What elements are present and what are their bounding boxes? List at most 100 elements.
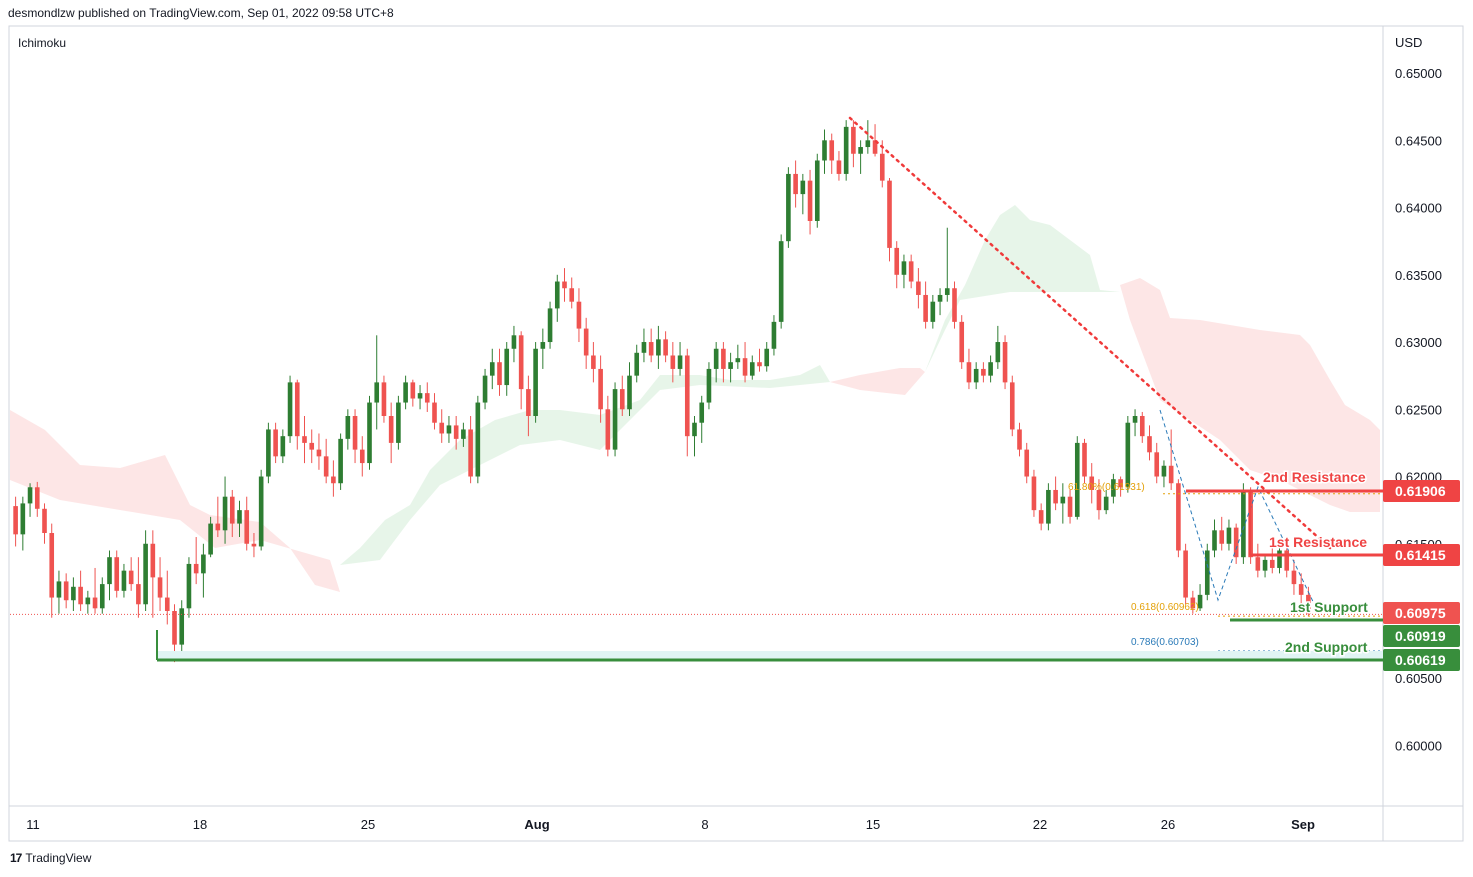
y-tick-label: 0.60000 [1395, 738, 1442, 753]
candle-body [634, 352, 640, 376]
candle-body [71, 586, 76, 601]
candle-body [822, 140, 827, 161]
footer-brand[interactable]: 17 TradingView [10, 851, 91, 865]
candle-body [128, 570, 134, 585]
candle-body [446, 425, 452, 434]
candle-body [497, 362, 502, 386]
candle-body [468, 429, 473, 477]
x-tick-label: 15 [866, 817, 880, 832]
candle-body [930, 301, 936, 322]
candle-body [453, 425, 459, 439]
candle-body [728, 362, 733, 369]
candle-body [916, 281, 921, 295]
kumo-bull-right [925, 205, 1120, 372]
candle-body [793, 173, 798, 195]
time-axis: 11 18 25 Aug 8 15 22 26 Sep [26, 817, 1315, 832]
candle-body [157, 577, 163, 598]
x-tick-label: 26 [1161, 817, 1175, 832]
candle-body [944, 288, 950, 295]
candle-body [713, 348, 719, 369]
candle-body [49, 533, 55, 598]
candle-body [1168, 465, 1174, 484]
candle-body [641, 342, 647, 353]
candle-body [27, 487, 33, 504]
candle-body [547, 308, 553, 343]
candle-body [302, 436, 307, 443]
candle-body [619, 389, 625, 410]
y-tick-label: 0.63500 [1395, 268, 1442, 283]
candle-body [670, 355, 676, 369]
chart-overlays: 61.80%(0.61931) 0.618(0.60962) 0.786(0.607… [10, 116, 1383, 662]
candle-body [410, 382, 416, 399]
candle-body [981, 368, 986, 376]
fib-swing-line [1159, 409, 1319, 613]
candle-body [569, 288, 575, 302]
candle-body [872, 140, 878, 154]
kumo-bear-middle [830, 368, 925, 395]
candle-body [908, 261, 914, 282]
candle-body [901, 261, 907, 275]
candle-body [1277, 550, 1282, 568]
candle-body [136, 584, 141, 605]
candle-body [518, 335, 524, 390]
candle-body [352, 416, 358, 450]
candle-body [988, 362, 993, 376]
candle-body [1291, 570, 1297, 585]
candle-body [1298, 584, 1304, 595]
candle-body [1226, 527, 1232, 544]
candle-body [757, 362, 762, 367]
candle-body [1139, 416, 1145, 437]
candle-body [764, 348, 770, 367]
candle-body [193, 563, 199, 574]
candle-body [591, 355, 596, 369]
candle-body [1096, 489, 1102, 511]
candle-body [172, 611, 177, 645]
kumo-bull-middle [340, 365, 830, 565]
candle-body [1262, 559, 1268, 571]
candle-body [237, 510, 242, 524]
candle-body [424, 393, 430, 403]
candle-body [143, 543, 148, 605]
candle-body [526, 389, 531, 416]
candle-body [287, 382, 293, 437]
candle-body [215, 523, 221, 531]
candle-body [164, 597, 170, 611]
candle-body [266, 429, 271, 477]
x-tick-label: 22 [1033, 817, 1047, 832]
x-tick-label: Aug [524, 817, 549, 832]
level-label-1st-resistance: 1st Resistance [1269, 534, 1367, 550]
fib-618-label: 0.618(0.60962) [1131, 602, 1199, 613]
candle-body [598, 368, 603, 410]
candle-body [417, 393, 423, 399]
price-axis: 0.65000 0.64500 0.64000 0.63500 0.63000 0.625… [1395, 66, 1442, 753]
price-tag-last-bg [1383, 602, 1460, 624]
candle-body [1002, 342, 1008, 383]
level-label-1st-support: 1st Support [1290, 599, 1368, 615]
candle-body [1009, 382, 1015, 430]
candle-body [540, 342, 546, 349]
fib-786-label: 0.786(0.60703) [1131, 637, 1199, 648]
price-tag-1st-support-bg [1383, 625, 1460, 647]
candle-body [316, 449, 322, 457]
support-zone-band [157, 651, 1383, 660]
candle-body [1204, 550, 1210, 595]
candlestick-series [13, 120, 1311, 663]
candle-body [1233, 527, 1239, 558]
candle-body [605, 409, 611, 450]
y-tick-label: 0.64000 [1395, 201, 1442, 216]
candle-body [1190, 597, 1196, 609]
candle-body [489, 362, 495, 376]
candle-body [836, 160, 842, 174]
candle-body [583, 328, 589, 356]
indicator-label[interactable]: Ichimoku [18, 36, 67, 50]
candle-body [663, 339, 668, 356]
candle-body [179, 608, 185, 645]
candle-body [331, 476, 336, 484]
candle-body [1183, 550, 1188, 598]
fib-618-upper-label: 61.80%(0.61931) [1068, 482, 1145, 493]
currency-label[interactable]: USD [1395, 35, 1423, 50]
kumo-bear-left [10, 410, 340, 592]
candle-body [56, 581, 62, 598]
descending-trendline [848, 116, 1332, 550]
